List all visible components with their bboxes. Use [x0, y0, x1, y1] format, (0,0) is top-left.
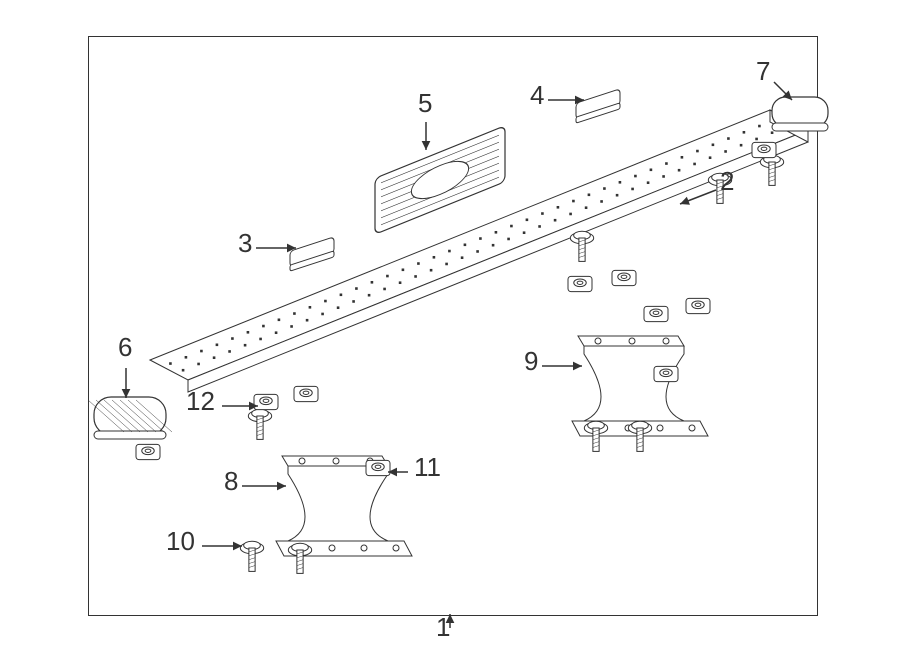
callout-7: 7 [756, 58, 770, 84]
callout-4: 4 [530, 82, 544, 108]
callout-5: 5 [418, 90, 432, 116]
callouts-layer: 123456789101112 [0, 0, 900, 661]
callout-8: 8 [224, 468, 238, 494]
callout-1: 1 [436, 614, 450, 640]
callout-11: 11 [414, 454, 441, 480]
callout-12: 12 [186, 388, 215, 414]
callout-6: 6 [118, 334, 132, 360]
callout-10: 10 [166, 528, 195, 554]
callout-9: 9 [524, 348, 538, 374]
callout-2: 2 [720, 168, 734, 194]
callout-3: 3 [238, 230, 252, 256]
